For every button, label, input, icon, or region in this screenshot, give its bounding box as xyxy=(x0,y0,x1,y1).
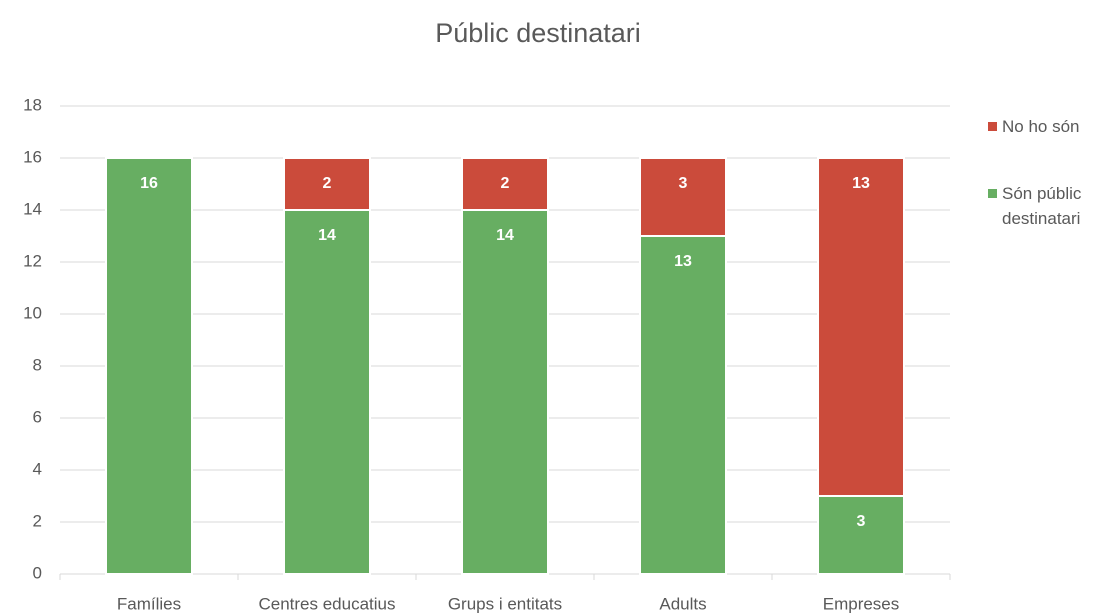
data-label: 13 xyxy=(674,253,692,270)
y-tick-label: 2 xyxy=(33,511,42,530)
y-tick-label: 12 xyxy=(23,251,42,270)
data-label: 3 xyxy=(857,513,866,530)
y-tick-label: 4 xyxy=(33,459,42,478)
data-label: 14 xyxy=(318,227,336,244)
x-tick-label: Adults xyxy=(659,594,706,613)
bar-segment xyxy=(639,235,727,575)
legend-label: No ho són xyxy=(1002,117,1080,136)
data-label: 3 xyxy=(679,175,688,192)
bar-segment xyxy=(817,157,905,497)
y-tick-label: 14 xyxy=(23,199,42,218)
chart-title: Públic destinatari xyxy=(435,18,641,48)
bar-segment xyxy=(283,157,371,211)
y-tick-label: 6 xyxy=(33,407,42,426)
y-tick-label: 16 xyxy=(23,147,42,166)
y-tick-label: 8 xyxy=(33,355,42,374)
x-tick-label: Centres educatius xyxy=(258,594,395,613)
data-label: 14 xyxy=(496,227,514,244)
legend-swatch xyxy=(988,122,997,131)
data-label: 2 xyxy=(323,175,332,192)
x-tick-label: Grups i entitats xyxy=(448,594,562,613)
legend-swatch xyxy=(988,189,997,198)
data-label: 16 xyxy=(140,175,158,192)
bar-segment xyxy=(639,157,727,237)
y-tick-label: 0 xyxy=(33,563,42,582)
data-label: 13 xyxy=(852,175,870,192)
bar-segment xyxy=(817,495,905,575)
y-tick-label: 18 xyxy=(23,95,42,114)
bar-segment xyxy=(283,209,371,575)
bar-segment xyxy=(461,209,549,575)
data-label: 2 xyxy=(501,175,510,192)
bar-segment xyxy=(461,157,549,211)
x-tick-label: Famílies xyxy=(117,594,181,613)
bar-segment xyxy=(105,157,193,575)
legend-label: Són públic destinatari xyxy=(1002,184,1082,228)
x-tick-label: Empreses xyxy=(823,594,900,613)
y-tick-label: 10 xyxy=(23,303,42,322)
